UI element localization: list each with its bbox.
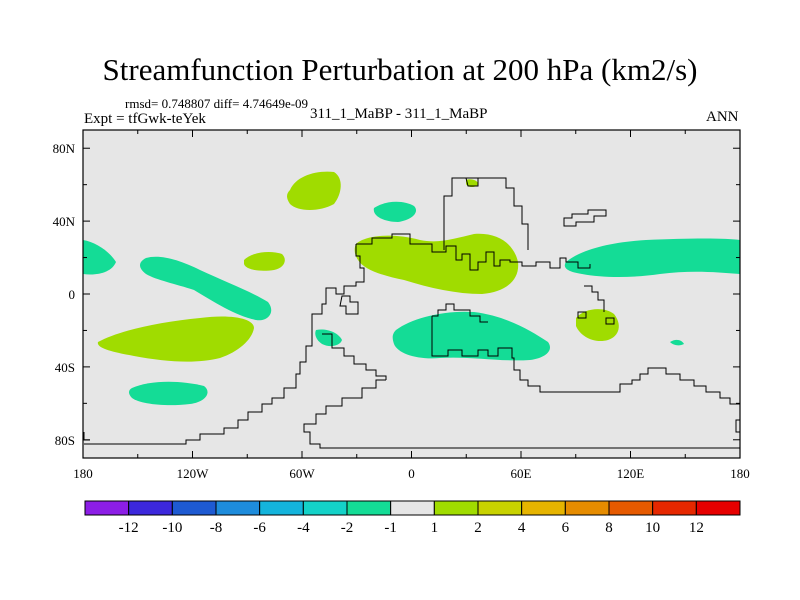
x-tick-label: 180 bbox=[730, 466, 750, 481]
colorbar-label: 4 bbox=[518, 520, 526, 536]
contour-positive bbox=[576, 309, 619, 342]
colorbar-label: 10 bbox=[645, 520, 660, 536]
colorbar-label: -8 bbox=[210, 520, 223, 536]
colorbar-swatch bbox=[477, 500, 523, 516]
contour-positive bbox=[244, 252, 285, 271]
stats-text: rmsd= 0.748807 diff= 4.74649e-09 bbox=[125, 96, 309, 111]
colorbar-swatch bbox=[608, 500, 654, 516]
colorbar-swatch bbox=[259, 500, 304, 516]
colorbar-label: 8 bbox=[605, 520, 613, 536]
y-tick-label: 80N bbox=[53, 141, 76, 156]
contour-positive bbox=[466, 179, 478, 187]
colorbar-label: -6 bbox=[253, 520, 266, 536]
x-tick-label: 60E bbox=[511, 466, 532, 481]
season-label: ANN bbox=[706, 109, 739, 125]
colorbar-swatch bbox=[215, 500, 261, 516]
y-tick-label: 0 bbox=[69, 287, 76, 302]
x-tick-label: 120E bbox=[617, 466, 645, 481]
contour-negative bbox=[373, 201, 417, 222]
contour-positive bbox=[354, 233, 519, 294]
colorbar-label: 1 bbox=[431, 520, 439, 536]
colorbar-swatch bbox=[521, 500, 566, 516]
y-tick-label: 40S bbox=[55, 360, 75, 375]
colorbar-label: 6 bbox=[562, 520, 570, 536]
contour-positive bbox=[97, 316, 255, 362]
colorbar-label: -4 bbox=[297, 520, 310, 536]
x-tick-label: 120W bbox=[177, 466, 210, 481]
x-tick-label: 60W bbox=[289, 466, 315, 481]
colorbar-label: 12 bbox=[689, 520, 704, 536]
colorbar-swatch bbox=[652, 500, 697, 516]
colorbar-swatch bbox=[84, 500, 130, 516]
x-axis-labels: 180 120W 60W 0 60E 120E 180 bbox=[73, 466, 750, 481]
y-axis-labels: 80N 40N 0 40S 80S bbox=[53, 141, 76, 448]
colorbar-swatch bbox=[128, 500, 173, 516]
contour-negative bbox=[140, 256, 272, 321]
contour-negative bbox=[129, 381, 208, 406]
contour-negative bbox=[670, 339, 684, 346]
experiment-label: Expt = tfGwk-teYek bbox=[84, 111, 206, 127]
contour-negative bbox=[315, 329, 342, 347]
continent-outlines bbox=[83, 177, 740, 449]
colorbar-label: -12 bbox=[119, 520, 139, 536]
contour-negative bbox=[83, 240, 116, 275]
x-tick-label: 0 bbox=[408, 466, 415, 481]
colorbar-swatch bbox=[390, 500, 435, 516]
contour-negative bbox=[564, 238, 740, 277]
colorbar-label: -2 bbox=[341, 520, 354, 536]
chart-subtitle: 311_1_MaBP - 311_1_MaBP bbox=[310, 106, 488, 122]
x-tick-label: 180 bbox=[73, 466, 93, 481]
axis-ticks bbox=[82, 130, 741, 458]
colorbar-label: -1 bbox=[384, 520, 397, 536]
colorbar-swatch bbox=[564, 500, 610, 516]
colorbar-label: -10 bbox=[162, 520, 182, 536]
colorbar-swatch bbox=[302, 500, 348, 516]
contour-positive bbox=[287, 171, 341, 210]
colorbar-labels: -12 -10 -8 -6 -4 -2 -1 1 2 4 6 8 10 12 bbox=[119, 520, 704, 536]
colorbar-label: 2 bbox=[474, 520, 482, 536]
plot-area bbox=[83, 130, 740, 458]
colorbar bbox=[84, 500, 741, 516]
y-tick-label: 40N bbox=[53, 214, 76, 229]
colorbar-swatch bbox=[346, 500, 392, 516]
colorbar-swatch bbox=[695, 500, 741, 516]
colorbar-swatch bbox=[433, 500, 479, 516]
y-tick-label: 80S bbox=[55, 433, 75, 448]
colorbar-swatch bbox=[171, 500, 217, 516]
chart-title: Streamfunction Perturbation at 200 hPa (… bbox=[102, 52, 698, 87]
